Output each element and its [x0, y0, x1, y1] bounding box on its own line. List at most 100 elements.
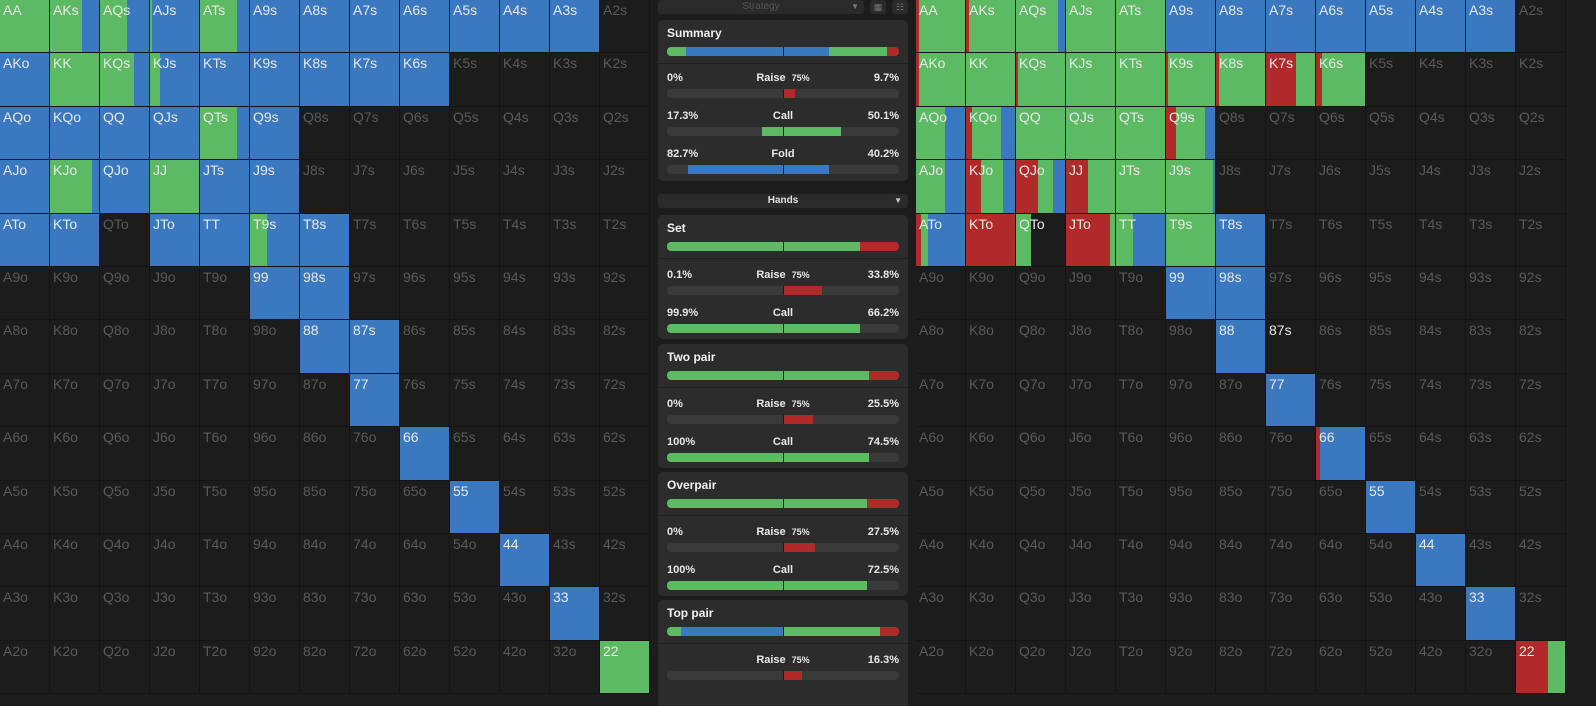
hand-cell[interactable]: J4o	[150, 533, 200, 588]
hand-cell[interactable]: Q3o	[100, 587, 150, 641]
hand-cell[interactable]: J7s	[1266, 160, 1316, 214]
hand-cell[interactable]: K4s	[1416, 53, 1466, 107]
action-row-fold[interactable]: 82.7% Fold 40.2%	[667, 148, 899, 176]
hand-cell[interactable]: T4o	[1116, 533, 1166, 588]
hand-cell[interactable]: K2s	[1516, 53, 1566, 107]
hand-cell[interactable]: 95s	[1366, 266, 1416, 321]
hand-cell[interactable]: 65o	[1316, 480, 1366, 534]
hand-cell[interactable]: Q8o	[100, 320, 150, 374]
hand-cell[interactable]: J4o	[1066, 533, 1116, 588]
hand-cell[interactable]: A5o	[0, 480, 50, 534]
hand-cell[interactable]: 95s	[450, 266, 500, 321]
hand-cell[interactable]: Q9s	[250, 106, 300, 161]
hand-cell[interactable]: K3s	[550, 53, 600, 107]
list-view-icon[interactable]: ☷	[892, 0, 908, 14]
hand-cell[interactable]: T7o	[1116, 373, 1166, 428]
hand-cell[interactable]: Q4s	[1416, 106, 1466, 161]
hand-cell[interactable]: K4o	[966, 533, 1016, 588]
hand-cell[interactable]: 84o	[300, 533, 350, 588]
hand-cell[interactable]: J9o	[150, 266, 200, 321]
hand-cell[interactable]: Q6o	[1016, 427, 1066, 481]
action-row-call[interactable]: 99.9% Call 66.2%	[667, 307, 899, 335]
hand-cell[interactable]: 62s	[600, 427, 650, 481]
hand-cell[interactable]: A2o	[916, 640, 966, 695]
hand-cell[interactable]: 42o	[500, 640, 550, 695]
hand-cell[interactable]: J5o	[150, 480, 200, 534]
hand-cell[interactable]: J6o	[150, 427, 200, 481]
hand-cell[interactable]: 76s	[400, 373, 450, 428]
hand-cell[interactable]: T2s	[600, 213, 650, 267]
hand-cell[interactable]: Q5o	[1016, 480, 1066, 534]
hand-cell[interactable]: T3o	[200, 587, 250, 641]
hand-cell[interactable]: 32o	[1466, 640, 1516, 695]
hand-cell[interactable]: 62o	[400, 640, 450, 695]
hand-cell[interactable]: 63o	[400, 587, 450, 641]
hand-cell[interactable]: 65o	[400, 480, 450, 534]
hand-cell[interactable]: J7o	[1066, 373, 1116, 428]
hand-cell[interactable]: T8o	[1116, 320, 1166, 374]
hand-cell[interactable]: K8o	[966, 320, 1016, 374]
hand-cell[interactable]: A6s	[400, 0, 450, 54]
hand-cell[interactable]: J7o	[150, 373, 200, 428]
action-row-raise[interactable]: 0% Raise 75% 25.5%	[667, 398, 899, 426]
hand-cell[interactable]: 99	[1166, 266, 1216, 321]
hand-cell[interactable]: A5s	[1366, 0, 1416, 54]
hand-cell[interactable]: 88	[1216, 320, 1266, 374]
hand-cell[interactable]: T5o	[1116, 480, 1166, 534]
hand-cell[interactable]: 93s	[550, 266, 600, 321]
hand-cell[interactable]: J5s	[1366, 160, 1416, 214]
hand-cell[interactable]: A7s	[1266, 0, 1316, 54]
hand-cell[interactable]: T9s	[250, 213, 300, 267]
hand-cell[interactable]: 52s	[1516, 480, 1566, 534]
hand-cell[interactable]: K7s	[350, 53, 400, 107]
hand-cell[interactable]: K9s	[250, 53, 300, 107]
hand-cell[interactable]: 33	[1466, 587, 1516, 641]
hand-cell[interactable]: Q3o	[1016, 587, 1066, 641]
hand-cell[interactable]: 54o	[450, 533, 500, 588]
hand-cell[interactable]: 86o	[1216, 427, 1266, 481]
hand-cell[interactable]: 93s	[1466, 266, 1516, 321]
hand-cell[interactable]: A7o	[916, 373, 966, 428]
hand-cell[interactable]: 83o	[1216, 587, 1266, 641]
hand-cell[interactable]: AA	[0, 0, 50, 54]
hand-cell[interactable]: A9s	[250, 0, 300, 54]
hand-cell[interactable]: T7o	[200, 373, 250, 428]
hand-cell[interactable]: Q9s	[1166, 106, 1216, 161]
hand-cell[interactable]: J7s	[350, 160, 400, 214]
hand-cell[interactable]: 74s	[500, 373, 550, 428]
hand-cell[interactable]: 88	[300, 320, 350, 374]
hand-cell[interactable]: A6o	[916, 427, 966, 481]
hand-cell[interactable]: 82s	[1516, 320, 1566, 374]
hand-cell[interactable]: 75s	[1366, 373, 1416, 428]
hand-cell[interactable]: T6s	[1316, 213, 1366, 267]
hand-cell[interactable]: K8s	[1216, 53, 1266, 107]
hand-cell[interactable]: 74o	[1266, 533, 1316, 588]
hand-cell[interactable]: A4s	[500, 0, 550, 54]
hand-cell[interactable]: JTo	[1066, 213, 1116, 267]
hand-cell[interactable]: K6s	[400, 53, 450, 107]
hand-cell[interactable]: K5o	[966, 480, 1016, 534]
hand-cell[interactable]: K2o	[966, 640, 1016, 695]
hand-cell[interactable]: AKs	[966, 0, 1016, 54]
hand-cell[interactable]: Q5s	[1366, 106, 1416, 161]
hand-cell[interactable]: 44	[1416, 533, 1466, 588]
hand-cell[interactable]: J6o	[1066, 427, 1116, 481]
hand-cell[interactable]: KTo	[50, 213, 100, 267]
hand-cell[interactable]: 63o	[1316, 587, 1366, 641]
hand-cell[interactable]: 98o	[1166, 320, 1216, 374]
hand-cell[interactable]: 95o	[1166, 480, 1216, 534]
hand-cell[interactable]: K7s	[1266, 53, 1316, 107]
hand-cell[interactable]: KTo	[966, 213, 1016, 267]
hand-cell[interactable]: KJo	[50, 160, 100, 214]
hand-cell[interactable]: T6o	[200, 427, 250, 481]
hand-cell[interactable]: 54s	[1416, 480, 1466, 534]
hand-cell[interactable]: J6s	[400, 160, 450, 214]
hand-cell[interactable]: 53o	[1366, 587, 1416, 641]
hand-cell[interactable]: Q6s	[400, 106, 450, 161]
hand-cell[interactable]: 22	[1516, 640, 1566, 695]
hand-cell[interactable]: QTo	[100, 213, 150, 267]
hand-cell[interactable]: T4s	[1416, 213, 1466, 267]
hand-cell[interactable]: J8s	[300, 160, 350, 214]
hand-cell[interactable]: 93o	[250, 587, 300, 641]
hand-cell[interactable]: K4s	[500, 53, 550, 107]
